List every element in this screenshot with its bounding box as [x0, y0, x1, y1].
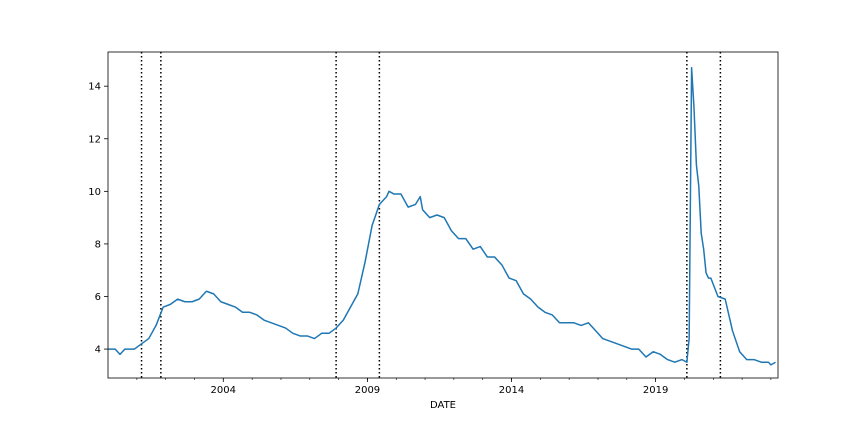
series-group	[108, 67, 776, 366]
y-axis: 4 6 8 10 12 14	[88, 82, 108, 356]
y-tick-label: 12	[88, 134, 101, 145]
y-tick-label: 14	[88, 82, 101, 93]
recession-markers	[140, 52, 722, 378]
axes-frame	[107, 51, 779, 379]
y-tick-label: 8	[95, 239, 101, 250]
y-tick-label: 6	[95, 292, 101, 303]
y-tick-label: 4	[95, 345, 101, 356]
x-axis-label: DATE	[430, 400, 456, 411]
x-tick-label: 2014	[499, 385, 524, 396]
y-tick-label: 10	[88, 187, 101, 198]
x-tick-label: 2004	[211, 385, 236, 396]
x-tick-label: 2019	[643, 385, 668, 396]
x-axis: 2004 2009 2014 2019	[136, 378, 772, 396]
series-line-0	[108, 67, 776, 366]
x-tick-label: 2009	[355, 385, 380, 396]
